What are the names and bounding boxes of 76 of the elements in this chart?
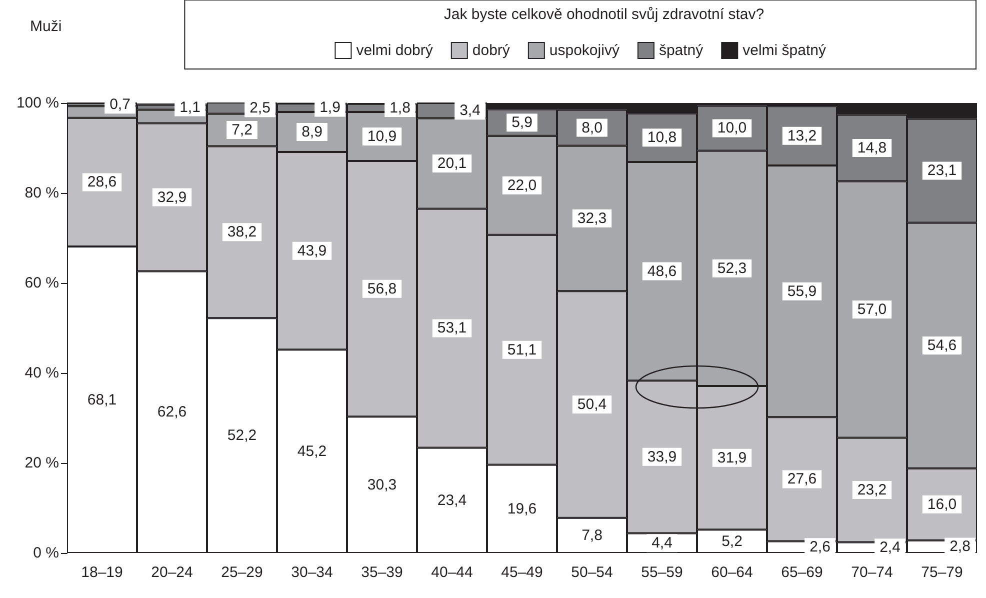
legend-label: velmi dobrý [356,42,434,59]
data-label: 30,3 [367,476,397,494]
y-tick-label: 0 % [33,544,59,562]
data-label: 10,9 [367,128,397,146]
data-label: 43,9 [297,242,327,260]
data-label: 54,6 [927,337,957,354]
data-label: 52,2 [227,427,257,444]
x-tick-label: 25–29 [221,564,263,581]
legend-title: Jak byste celkově ohodnotil svůj zdravotní stav? [442,6,766,23]
x-tick-label: 40–44 [431,564,473,581]
x-tick-label: 50–54 [571,564,613,581]
data-label: 1,1 [180,98,200,116]
data-label: 4,4 [652,534,672,552]
data-label: 8,9 [302,124,322,141]
data-label: 7,2 [232,122,252,138]
x-tick-label: 75–79 [921,564,963,581]
y-tick-label: 40 % [24,364,59,382]
data-label: 22,0 [507,176,537,194]
data-label: 10,8 [647,129,677,146]
x-tick-label: 70–74 [851,564,893,581]
x-tick-label: 55–59 [641,564,683,581]
data-label: 28,6 [87,174,117,191]
x-tick-label: 45–49 [501,564,543,581]
data-label: 45,2 [297,442,327,460]
data-label: 2,6 [810,538,830,556]
data-label: 48,6 [647,262,677,280]
data-label: 62,6 [157,404,187,421]
data-label: 20,1 [437,155,467,172]
y-tick-label: 80 % [24,184,59,202]
data-label: 32,3 [577,210,607,227]
data-label: 7,8 [582,526,602,544]
y-tick-label: 20 % [24,454,59,472]
x-tick-label: 35–39 [361,564,403,581]
data-label: 10,0 [717,120,747,137]
data-label: 23,4 [437,492,467,509]
legend-label: uspokojivý [549,42,620,59]
legend-label: dobrý [472,42,510,59]
data-label: 5,9 [512,114,532,132]
data-label: 23,1 [927,162,957,180]
data-label: 3,4 [460,102,480,120]
data-label: 31,9 [717,449,747,466]
x-tick-label: 30–34 [291,564,333,581]
data-label: 53,1 [437,320,467,337]
data-label: 0,7 [110,96,130,114]
data-label: 50,4 [577,396,607,413]
data-label: 8,0 [582,119,602,136]
data-label: 2,8 [950,538,970,556]
text: Muži [30,18,62,35]
y-tick-label: 100 % [16,94,59,112]
data-label: 52,3 [717,260,747,277]
data-label: 27,6 [787,470,817,488]
x-tick-label: 60–64 [711,564,753,581]
x-tick-label: 65–69 [781,564,823,581]
data-label: 1,9 [320,99,340,116]
data-label: 51,1 [507,341,537,358]
x-tick-label: 20–24 [151,564,193,581]
data-label: 19,6 [507,500,537,518]
legend-label: špatný [658,42,704,59]
x-tick-label: 18–19 [81,564,123,581]
data-label: 23,2 [857,482,887,498]
data-label: 16,0 [927,496,957,513]
data-label: 1,8 [390,99,410,116]
data-label: 68,1 [87,391,117,408]
data-label: 57,0 [857,301,887,318]
legend-label: velmi špatný [742,42,826,59]
data-label: 2,4 [880,539,900,556]
data-label: 14,8 [857,140,887,156]
data-label: 32,9 [157,188,187,206]
data-label: 33,9 [647,448,677,466]
y-tick-label: 60 % [24,274,59,292]
data-label: 5,2 [722,532,742,550]
data-label: 55,9 [787,282,817,300]
data-label: 13,2 [787,127,817,144]
data-label: 56,8 [367,280,397,298]
data-label: 38,2 [227,224,257,241]
data-label: 2,5 [250,100,270,117]
